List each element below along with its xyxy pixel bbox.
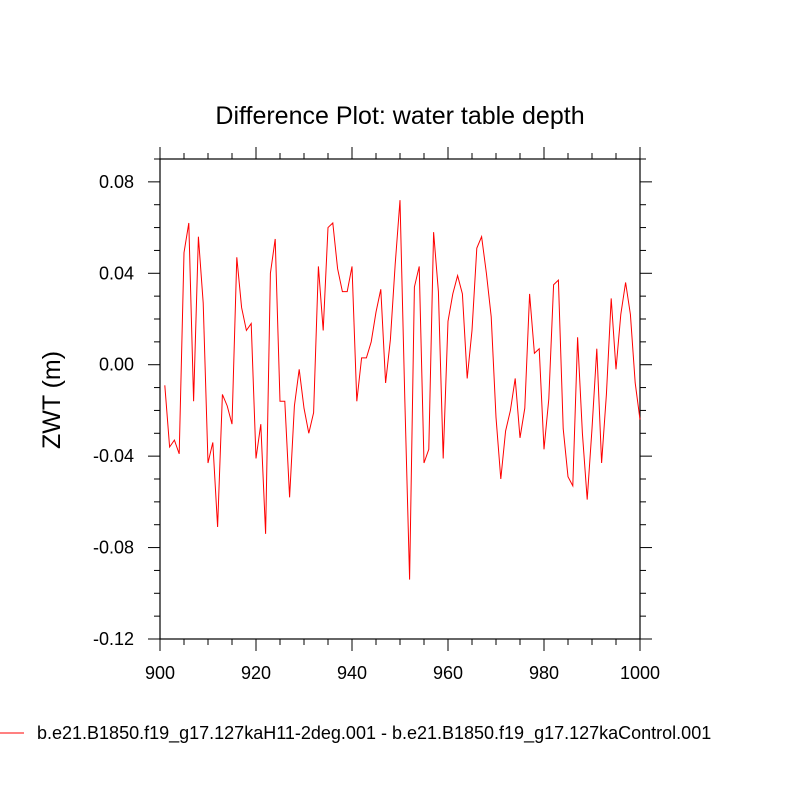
y-tick-label: -0.04	[93, 446, 134, 466]
y-tick-label: 0.04	[99, 263, 134, 283]
y-tick-label: -0.08	[93, 538, 134, 558]
axis-ticks	[148, 147, 652, 651]
chart-title: Difference Plot: water table depth	[215, 102, 584, 130]
legend-label: b.e21.B1850.f19_g17.127kaH11-2deg.001 - …	[37, 723, 711, 744]
y-tick-label: 0.08	[99, 172, 134, 192]
x-tick-label: 920	[241, 663, 271, 683]
y-axis-label: ZWT (m)	[38, 351, 66, 449]
legend: b.e21.B1850.f19_g17.127kaH11-2deg.001 - …	[0, 723, 711, 744]
x-tick-label: 960	[433, 663, 463, 683]
series-line	[164, 200, 641, 580]
x-tick-label: 900	[145, 663, 175, 683]
x-tick-label: 940	[337, 663, 367, 683]
y-tick-label: 0.00	[99, 355, 134, 375]
series-layer	[164, 200, 641, 580]
x-tick-label: 1000	[620, 663, 660, 683]
y-tick-label: -0.12	[93, 629, 134, 649]
plot-frame	[159, 158, 641, 640]
x-tick-label: 980	[529, 663, 559, 683]
axis-tick-labels: 900 920 940 960 980 1000 -0.12 -0.08 -0.04 0.00 0.…	[93, 172, 660, 683]
